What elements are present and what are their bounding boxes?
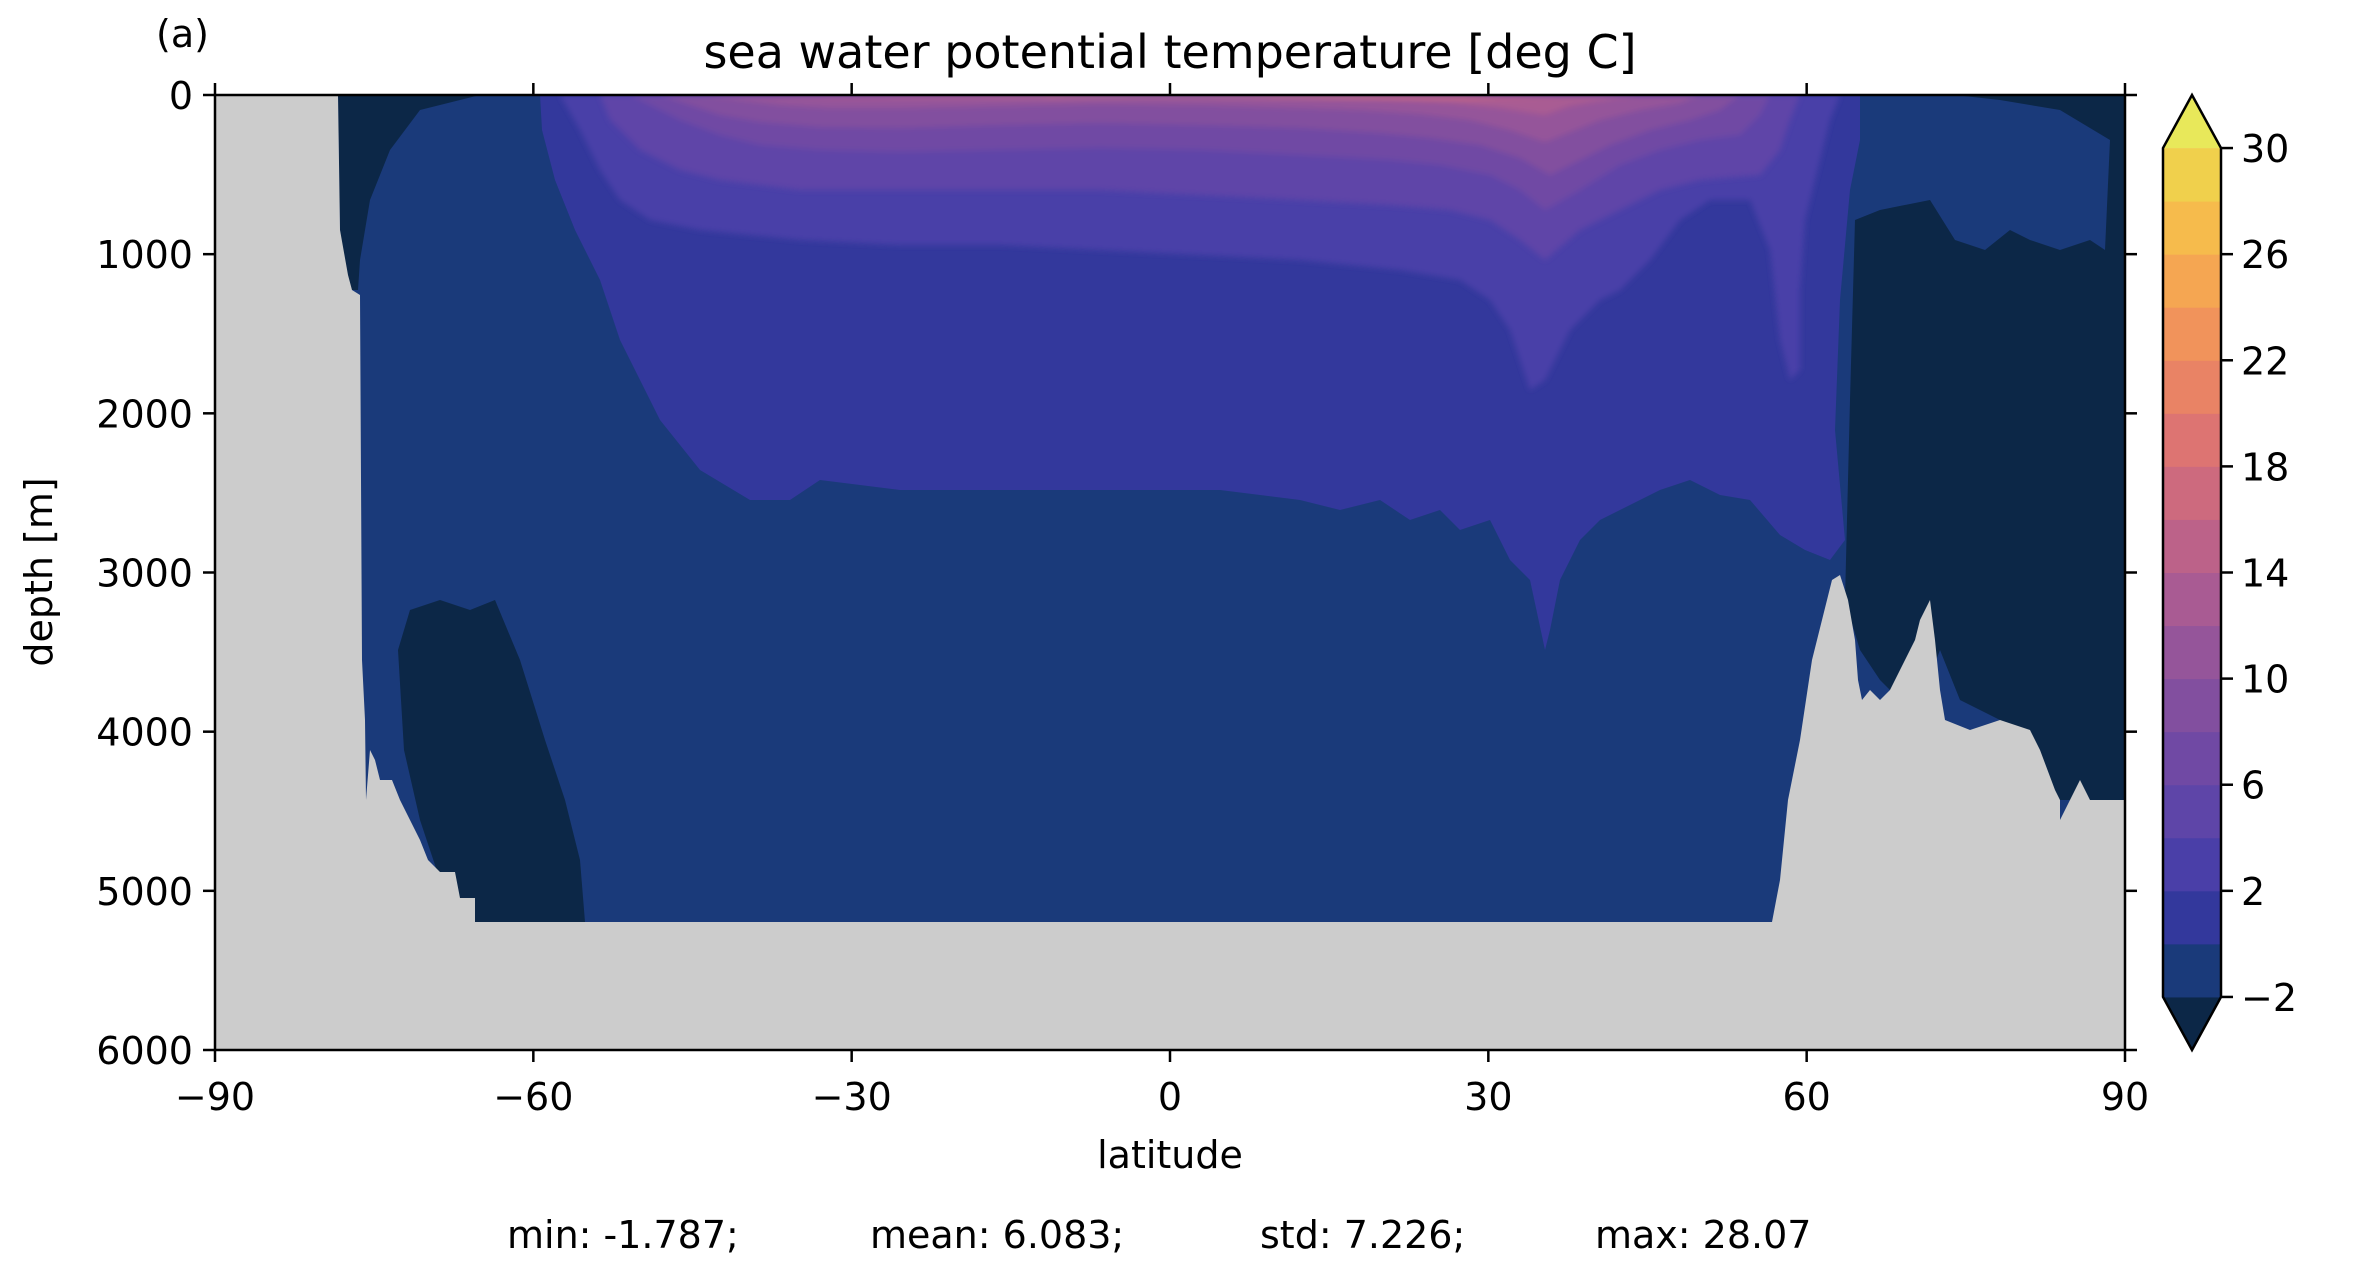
stat-mean: mean: 6.083; [870, 1213, 1124, 1257]
colorbar-extend-low [2163, 996, 2221, 1050]
stat-max: max: 28.07 [1595, 1213, 1811, 1257]
colorbar-tick-label: 10 [2241, 658, 2289, 702]
colorbar-tick-label: 2 [2241, 870, 2265, 914]
x-tick-label: −60 [493, 1075, 573, 1119]
colorbar-segment [2163, 519, 2221, 573]
chart-title: sea water potential temperature [deg C] [703, 25, 1636, 79]
colorbar-extend-high [2163, 95, 2221, 149]
colorbar-tick-label: 18 [2241, 445, 2289, 489]
colorbar-segment [2163, 731, 2221, 786]
x-tick-label: 30 [1464, 1075, 1512, 1119]
colorbar-tick-label: 30 [2241, 127, 2289, 171]
colorbar-segment [2163, 307, 2221, 361]
colorbar-segment [2163, 201, 2221, 255]
colorbar-segment [2163, 625, 2221, 680]
x-tick-label: 0 [1158, 1075, 1182, 1119]
colorbar-segment [2163, 254, 2221, 308]
upper-ocean-warm-bands [600, 95, 1800, 260]
colorbar-segment [2163, 784, 2221, 839]
y-tick-label: 6000 [96, 1029, 193, 1073]
colorbar-segment [2163, 466, 2221, 520]
colorbar-segment [2163, 678, 2221, 733]
colorbar-tick-label: 14 [2241, 552, 2289, 596]
colorbar: 30 26 22 18 14 10 6 2 −2 [2161, 92, 2297, 1053]
y-tick-label: 5000 [96, 870, 193, 914]
colorbar-segment [2163, 572, 2221, 627]
y-tick-label: 1000 [96, 233, 193, 277]
contour-band-cold-antarctic [338, 95, 480, 290]
panel-label: (a) [156, 12, 209, 56]
land-mask [215, 95, 2125, 1050]
colorbar-tick-label: 6 [2241, 764, 2265, 808]
stat-std: std: 7.226; [1260, 1213, 1465, 1257]
contour-band-cold-north [1845, 95, 2125, 800]
x-tick-label: −90 [175, 1075, 255, 1119]
x-tick-label: 60 [1782, 1075, 1830, 1119]
contour-band-cold-south [398, 600, 585, 922]
stat-min: min: -1.787; [507, 1213, 739, 1257]
x-tick-label: −30 [812, 1075, 892, 1119]
y-axis-label: depth [m] [17, 477, 61, 666]
colorbar-segment [2163, 360, 2221, 414]
colorbar-tick-label: 22 [2241, 339, 2289, 383]
x-axis-label: latitude [1097, 1133, 1243, 1177]
colorbar-segment [2163, 413, 2221, 467]
y-tick-label: 3000 [96, 552, 193, 596]
colorbar-segment [2163, 890, 2221, 945]
colorbar-segment [2163, 148, 2221, 202]
temperature-field [215, 95, 2125, 1050]
colorbar-segment [2163, 837, 2221, 892]
x-axis: −90 −60 −30 0 30 60 90 [175, 83, 2149, 1119]
colorbar-tick-label: −2 [2241, 976, 2297, 1020]
y-tick-label: 4000 [96, 711, 193, 755]
y-tick-label: 2000 [96, 392, 193, 436]
y-tick-label: 0 [169, 74, 193, 118]
colorbar-segment [2163, 943, 2221, 998]
colorbar-tick-label: 26 [2241, 233, 2289, 277]
y-axis: 0 1000 2000 3000 4000 5000 6000 [96, 74, 2137, 1073]
stats-line: min: -1.787; mean: 6.083; std: 7.226; ma… [507, 1213, 1811, 1257]
x-tick-label: 90 [2101, 1075, 2149, 1119]
